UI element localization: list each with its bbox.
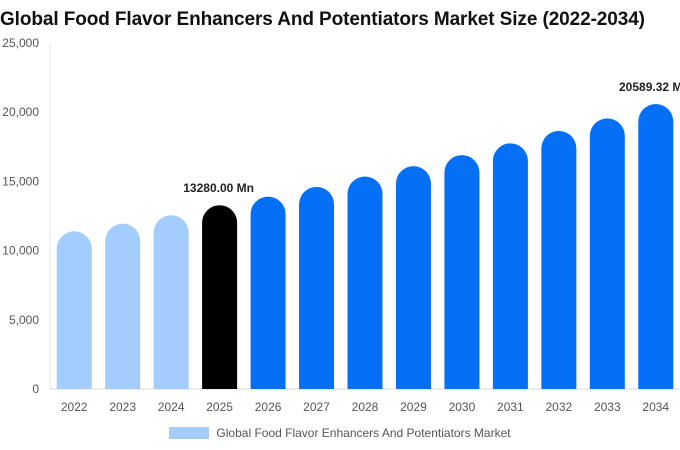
x-tick-label: 2030 [449,400,476,414]
bar-2031 [492,143,528,389]
bar-2027 [299,186,335,389]
y-tick-label: 25,000 [2,36,39,50]
legend-swatch [169,427,210,439]
x-tick-label: 2032 [545,400,572,414]
bar-2033 [589,118,625,390]
bar-2028 [347,176,383,389]
bar-2029 [395,166,431,389]
data-label-2034: 20589.32 Mn [619,80,680,94]
x-axis: 2022 2023 2024 2025 2026 2027 2028 2029 2030 2031… [50,388,680,414]
x-tick-label: 2028 [352,400,379,414]
bar-2030 [444,155,480,389]
x-tick-label: 2027 [303,400,330,414]
legend: Global Food Flavor Enhancers And Potenti… [0,424,680,442]
bar-2025 [202,205,238,389]
x-tick-label: 2033 [594,400,621,414]
y-axis: 0 5,000 10,000 15,000 20,000 25,000 [2,36,51,396]
y-tick-label: 20,000 [2,105,39,119]
y-tick-label: 0 [32,382,39,396]
x-tick-label: 2024 [158,400,185,414]
x-tick-label: 2025 [206,400,233,414]
x-tick-label: 2023 [109,400,136,414]
bar-2022 [56,231,92,389]
bar-2034 [638,104,674,389]
bar-2026 [250,196,286,389]
legend-label: Global Food Flavor Enhancers And Potenti… [216,426,511,440]
chart-title: Global Food Flavor Enhancers And Potenti… [0,9,645,30]
bars [56,104,674,390]
bar-2024 [153,215,189,389]
x-tick-label: 2034 [642,400,669,414]
y-tick-label: 10,000 [2,244,39,258]
x-tick-label: 2026 [255,400,282,414]
y-tick-label: 15,000 [2,174,39,188]
x-tick-label: 2031 [497,400,524,414]
x-tick-label: 2022 [61,400,88,414]
data-label-2025: 13280.00 Mn [183,181,254,195]
y-tick-label: 5,000 [9,313,39,327]
data-labels: 13280.00 Mn 20589.32 Mn [183,80,680,195]
bar-2023 [105,223,141,389]
x-tick-label: 2029 [400,400,427,414]
bar-2032 [541,130,577,389]
